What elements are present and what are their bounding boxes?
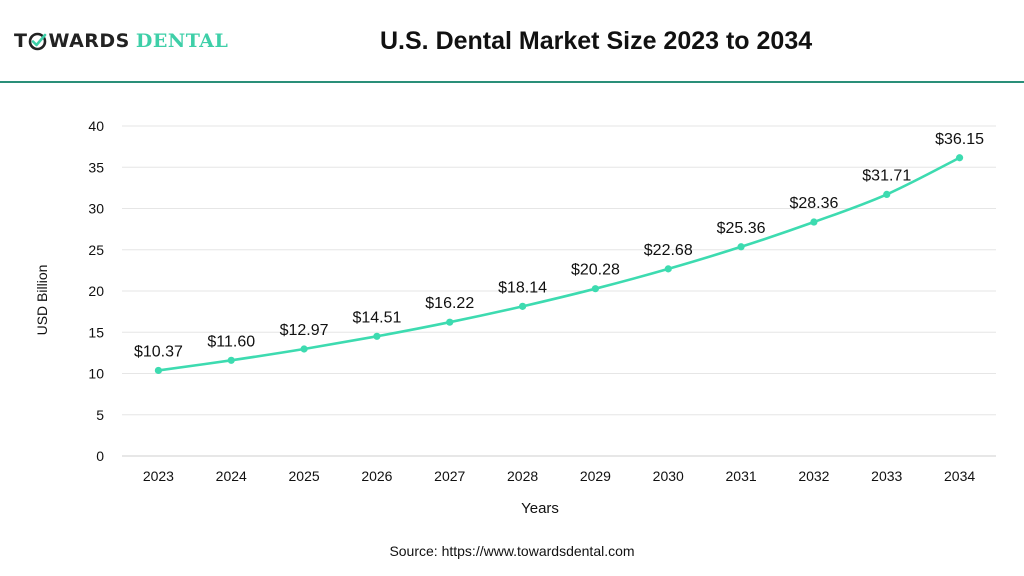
tooth-check-icon [28,32,47,51]
x-tick-label: 2024 [216,468,247,484]
x-tick-label: 2031 [726,468,757,484]
data-point [300,345,308,353]
x-tick-label: 2027 [434,468,465,484]
header-divider [0,81,1024,83]
data-point [883,190,891,198]
data-label: $31.71 [862,167,911,184]
source-note: Source: https://www.towardsdental.com [389,543,635,559]
data-points [154,154,964,375]
y-tick-label: 35 [88,159,104,175]
data-label: $14.51 [352,309,401,326]
x-tick-label: 2030 [653,468,684,484]
logo-text-part2: WARDS [48,30,130,52]
data-label: $10.37 [134,343,183,360]
y-tick-label: 40 [88,118,104,134]
data-label: $12.97 [280,322,329,339]
series-line-path [158,156,961,372]
data-point [810,218,818,226]
x-tick-label: 2025 [289,468,320,484]
y-tick-label: 30 [88,201,104,217]
x-tick-label: 2034 [944,468,975,484]
data-label: $20.28 [571,262,620,279]
data-label: $28.36 [789,195,838,212]
towards-dental-logo[interactable]: T WARDS DENTAL [14,28,228,54]
y-tick-label: 25 [88,242,104,258]
chart-title: U.S. Dental Market Size 2023 to 2034 [380,27,813,55]
y-axis-label: USD Billion [34,265,50,336]
x-tick-label: 2023 [143,468,174,484]
y-tick-label: 0 [96,448,104,464]
y-tick-label: 10 [88,366,104,382]
data-point [227,356,235,364]
y-tick-label: 15 [88,324,104,340]
x-tick-label: 2026 [361,468,392,484]
series-line [158,156,961,372]
data-label: $36.15 [935,131,984,148]
data-point [446,318,454,326]
x-tick-label: 2028 [507,468,538,484]
data-label: $25.36 [717,220,766,237]
y-tick-label: 20 [88,283,104,299]
data-label: $11.60 [207,333,255,350]
data-labels: $10.37 $11.60 $12.97 $14.51 $16.22 $18.14 $20.… [134,131,984,361]
x-tick-label: 2032 [798,468,829,484]
data-point [591,285,600,293]
data-point [664,265,672,273]
data-point [154,366,163,375]
data-point [737,243,745,251]
y-tick-label: 5 [96,407,104,423]
data-label: $22.68 [644,242,693,259]
x-tick-label: 2033 [871,468,902,484]
y-axis: 0 5 10 15 20 25 30 35 40 [88,118,104,464]
header: T WARDS DENTAL U.S. Dental Market Size 2… [0,0,1024,83]
x-axis: 2023 2024 2025 2026 2027 2028 2029 2030 2031 2032… [143,468,976,484]
data-point [373,332,381,340]
data-label: $18.14 [498,279,547,296]
x-tick-label: 2029 [580,468,611,484]
logo-text-part3: DENTAL [135,30,229,52]
data-label: $16.22 [425,295,474,312]
logo-text-part1: T [14,30,28,52]
x-axis-label: Years [521,500,559,517]
data-point [955,154,964,162]
data-point [518,302,527,310]
